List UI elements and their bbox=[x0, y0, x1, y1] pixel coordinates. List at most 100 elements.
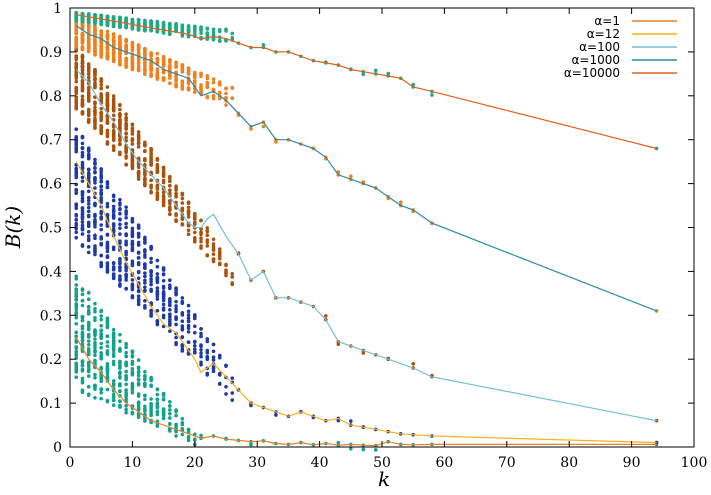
data-point bbox=[111, 113, 116, 118]
data-point bbox=[230, 398, 235, 402]
data-point bbox=[111, 398, 116, 403]
data-point bbox=[80, 111, 85, 116]
data-point bbox=[74, 65, 79, 70]
data-point bbox=[111, 351, 116, 356]
data-point bbox=[124, 149, 128, 153]
data-point bbox=[193, 230, 197, 235]
data-point bbox=[74, 135, 79, 140]
data-point bbox=[93, 372, 97, 377]
data-point bbox=[80, 17, 85, 21]
data-point bbox=[105, 212, 110, 217]
data-point bbox=[105, 15, 110, 20]
data-point bbox=[174, 304, 178, 308]
data-point bbox=[205, 84, 210, 88]
data-point bbox=[136, 269, 141, 274]
data-point bbox=[99, 237, 103, 241]
data-point bbox=[130, 48, 135, 53]
data-point bbox=[105, 121, 110, 125]
data-point bbox=[136, 240, 141, 245]
data-point bbox=[105, 255, 110, 259]
data-point bbox=[361, 72, 366, 77]
data-point bbox=[99, 86, 103, 91]
data-point bbox=[143, 370, 147, 374]
data-point bbox=[186, 340, 191, 344]
data-point bbox=[230, 376, 235, 380]
series-line bbox=[76, 14, 657, 150]
data-point bbox=[161, 178, 166, 183]
data-point bbox=[80, 388, 85, 393]
data-point bbox=[74, 235, 79, 240]
data-point bbox=[74, 86, 79, 90]
data-point bbox=[86, 91, 91, 95]
data-point bbox=[99, 114, 103, 119]
data-point bbox=[161, 21, 166, 25]
data-point bbox=[99, 77, 103, 81]
data-point bbox=[180, 81, 185, 86]
data-point bbox=[124, 44, 128, 48]
data-point bbox=[193, 75, 197, 80]
y-tick-label: 0.4 bbox=[40, 264, 62, 280]
data-point bbox=[74, 97, 79, 102]
data-point bbox=[111, 383, 116, 388]
data-point bbox=[130, 278, 135, 282]
data-point bbox=[143, 278, 147, 283]
y-tick-label: 0.2 bbox=[40, 352, 62, 368]
data-point bbox=[155, 397, 160, 402]
data-point bbox=[186, 205, 191, 210]
data-point bbox=[149, 405, 153, 410]
data-point bbox=[193, 30, 197, 34]
data-point bbox=[80, 56, 85, 60]
data-point bbox=[99, 309, 103, 314]
data-point bbox=[161, 407, 166, 411]
plot-points bbox=[74, 10, 659, 452]
data-point bbox=[411, 361, 416, 366]
data-point bbox=[324, 314, 328, 318]
data-point bbox=[174, 408, 178, 412]
data-point bbox=[224, 270, 228, 275]
data-point bbox=[130, 245, 135, 250]
data-point bbox=[149, 190, 153, 195]
data-point bbox=[217, 254, 222, 259]
data-point bbox=[155, 276, 160, 280]
x-tick-label: 30 bbox=[248, 455, 266, 471]
data-point bbox=[93, 233, 97, 238]
x-tick-label: 40 bbox=[311, 455, 329, 471]
data-point bbox=[180, 296, 185, 300]
data-point bbox=[168, 416, 172, 420]
data-point bbox=[180, 84, 185, 88]
data-point bbox=[199, 363, 203, 367]
data-point bbox=[105, 261, 110, 265]
data-point bbox=[180, 201, 185, 205]
data-point bbox=[193, 70, 197, 75]
data-point bbox=[174, 60, 178, 65]
data-point bbox=[111, 392, 116, 397]
data-point bbox=[74, 203, 79, 207]
data-point bbox=[80, 12, 85, 16]
data-point bbox=[161, 306, 166, 310]
data-point bbox=[136, 300, 141, 304]
data-point bbox=[274, 413, 278, 417]
data-point bbox=[211, 355, 216, 359]
data-point bbox=[118, 363, 122, 368]
y-axis-label: B(k) bbox=[1, 206, 25, 249]
data-point bbox=[217, 80, 222, 84]
data-point bbox=[130, 282, 135, 286]
data-point bbox=[211, 358, 216, 362]
data-point bbox=[180, 421, 185, 426]
data-point bbox=[99, 184, 103, 189]
data-point bbox=[130, 362, 135, 366]
data-point bbox=[124, 341, 128, 346]
y-tick-label: 0.9 bbox=[40, 45, 62, 61]
data-point bbox=[80, 41, 85, 45]
data-point bbox=[130, 122, 135, 127]
data-point bbox=[168, 208, 172, 212]
data-point bbox=[105, 249, 110, 254]
data-point bbox=[99, 341, 103, 346]
data-point bbox=[118, 266, 122, 270]
data-point bbox=[86, 311, 91, 316]
data-point bbox=[105, 399, 110, 404]
data-point bbox=[118, 203, 122, 207]
data-point bbox=[86, 297, 91, 302]
data-point bbox=[180, 208, 185, 213]
